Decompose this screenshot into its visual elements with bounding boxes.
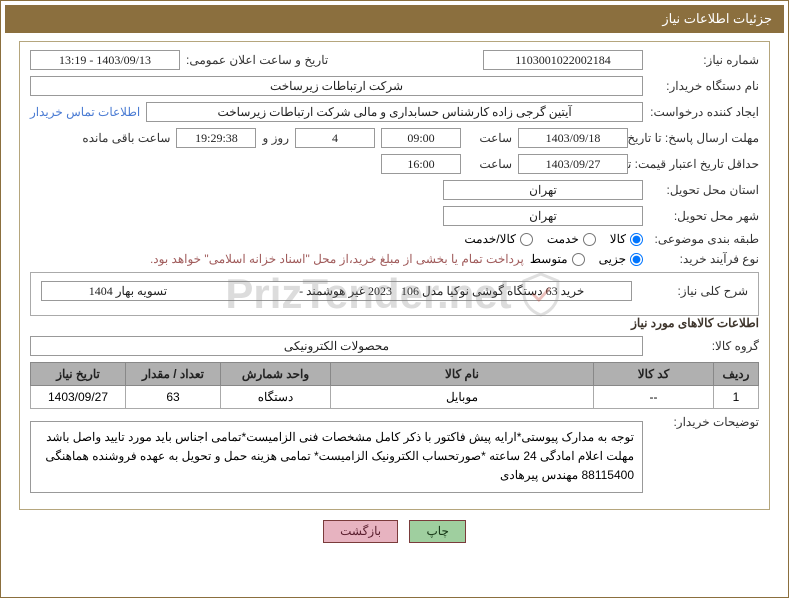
radio-kala[interactable]: کالا [610,232,643,246]
label-announce: تاریخ و ساعت اعلان عمومی: [186,53,328,67]
category-radios: کالا خدمت کالا/خدمت [464,232,643,246]
print-button[interactable]: چاپ [409,520,465,543]
time-left-field[interactable] [176,128,256,148]
label-province: استان محل تحویل: [649,183,759,197]
label-need-desc: شرح کلی نیاز: [638,284,748,298]
cell-name: موبایل [331,386,594,409]
cell-unit: دستگاه [221,386,331,409]
radio-kalakhedmat[interactable]: کالا/خدمت [464,232,532,246]
table-row: 1 -- موبایل دستگاه 63 1403/09/27 [31,386,759,409]
page-title: جزئیات اطلاعات نیاز [5,5,784,33]
label-validity: حداقل تاریخ اعتبار قیمت: تا تاریخ: [634,157,759,171]
radio-jozi[interactable]: جزیی [599,252,643,266]
validity-date-field[interactable] [518,154,628,174]
need-desc-field[interactable] [41,281,632,301]
radio-khedmat[interactable]: خدمت [547,232,596,246]
label-buyer-org: نام دستگاه خریدار: [649,79,759,93]
back-button[interactable]: بازگشت [323,520,398,543]
cell-row: 1 [714,386,759,409]
buyer-notes-box: توجه به مدارک پیوستی*ارایه پیش فاکتور با… [30,421,643,493]
label-buy-type: نوع فرآیند خرید: [649,252,759,266]
label-remaining: ساعت باقی مانده [82,131,170,145]
requester-field[interactable] [146,102,643,122]
province-field[interactable] [443,180,643,200]
label-buyer-notes: توضیحات خریدار: [649,415,759,429]
label-saat-2: ساعت [467,157,512,171]
th-row: ردیف [714,363,759,386]
city-field[interactable] [443,206,643,226]
th-name: نام کالا [331,363,594,386]
cell-date: 1403/09/27 [31,386,126,409]
th-qty: تعداد / مقدار [126,363,221,386]
label-requester: ایجاد کننده درخواست: [649,105,759,119]
label-city: شهر محل تحویل: [649,209,759,223]
label-deadline: مهلت ارسال پاسخ: تا تاریخ: [634,131,759,145]
radio-motavaset[interactable]: متوسط [530,252,585,266]
th-code: کد کالا [594,363,714,386]
deadline-date-field[interactable] [518,128,628,148]
buy-type-radios: جزیی متوسط [530,252,643,266]
label-goods-group: گروه کالا: [649,339,759,353]
items-table: ردیف کد کالا نام کالا واحد شمارش تعداد /… [30,362,759,409]
validity-time-field[interactable] [381,154,461,174]
days-left-field[interactable] [295,128,375,148]
items-heading: اطلاعات کالاهای مورد نیاز [30,316,759,330]
details-frame: شماره نیاز: تاریخ و ساعت اعلان عمومی: نا… [19,41,770,510]
cell-code: -- [594,386,714,409]
label-need-no: شماره نیاز: [649,53,759,67]
deadline-time-field[interactable] [381,128,461,148]
label-category: طبقه بندی موضوعی: [649,232,759,246]
payment-note: پرداخت تمام یا بخشی از مبلغ خرید،از محل … [150,252,524,266]
buyer-contact-link[interactable]: اطلاعات تماس خریدار [30,105,140,119]
goods-group-field[interactable] [30,336,643,356]
th-unit: واحد شمارش [221,363,331,386]
announce-field[interactable] [30,50,180,70]
th-date: تاریخ نیاز [31,363,126,386]
label-saat-1: ساعت [467,131,512,145]
label-rooz: روز و [262,131,289,145]
buyer-org-field[interactable] [30,76,643,96]
cell-qty: 63 [126,386,221,409]
need-no-field[interactable] [483,50,643,70]
